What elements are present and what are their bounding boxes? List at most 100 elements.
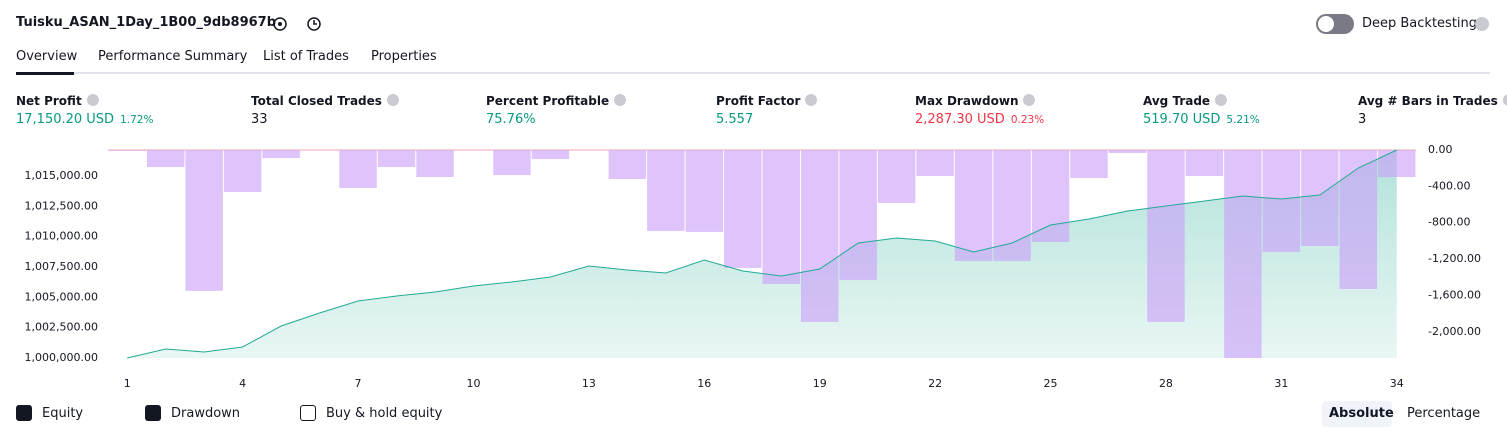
metric-value: 3 [1358, 112, 1366, 127]
active-button-bg [1322, 401, 1392, 427]
metric-label-text: Percent Profitable [486, 94, 610, 108]
drawdown-bar [877, 150, 916, 203]
help-icon[interactable] [1475, 17, 1489, 31]
header-icons[interactable] [272, 15, 332, 33]
y2-tick-label: -2,000.00 [1428, 325, 1481, 338]
drawdown-bar [146, 150, 185, 168]
tab[interactable]: Overview [16, 49, 78, 64]
y-tick-label: 1,002,500.00 [25, 321, 98, 334]
metric-value-text: 2,287.30 USD [915, 112, 1005, 127]
drawdown-bar [954, 150, 993, 261]
metric-label-text: Total Closed Trades [251, 94, 382, 108]
checkbox[interactable] [145, 405, 161, 421]
view-button[interactable]: Absolute [1329, 406, 1394, 421]
info-icon [1502, 94, 1507, 106]
legend-label: Drawdown [171, 406, 241, 421]
drawdown-bar [1147, 150, 1185, 322]
drawdown-bar [1108, 150, 1147, 154]
toggle-label: Deep Backtesting [1362, 16, 1478, 31]
metric-label: Net Profit [16, 94, 99, 108]
info-icon [614, 94, 627, 106]
metric-value-text: 33 [251, 112, 268, 127]
checkbox[interactable] [16, 405, 32, 421]
x-tick-label: 34 [1390, 377, 1404, 390]
metric-label: Total Closed Trades [251, 94, 399, 108]
metric-value: 75.76% [486, 112, 536, 127]
view-button[interactable]: Percentage [1407, 406, 1481, 421]
tab[interactable]: Performance Summary [98, 49, 248, 64]
tab-underline [16, 72, 74, 75]
metric-value: 2,287.30 USD 0.23% [915, 112, 1044, 127]
chart: 1,000,000.00 1,002,500.00 1,005,000.00 1,00… [25, 143, 1481, 390]
y-tick-label: 1,015,000.00 [25, 169, 98, 182]
metric-value-text: 3 [1358, 112, 1367, 127]
drawdown-bar [416, 150, 454, 178]
info-icon [1023, 94, 1036, 106]
drawdown-bar [108, 150, 146, 151]
x-tick-label: 19 [813, 377, 827, 390]
drawdown-bar [1031, 150, 1070, 242]
y2-tick-label: -1,200.00 [1428, 252, 1481, 265]
x-tick-label: 31 [1274, 377, 1288, 390]
drawdown-bar [531, 150, 570, 160]
y-tick-label: 1,012,500.00 [25, 199, 98, 212]
metric-value-text: 5.557 [716, 112, 754, 127]
metric-extra: 0.23% [1010, 114, 1045, 126]
metric-label: Percent Profitable [486, 94, 627, 108]
y-tick-label: 1,005,000.00 [25, 290, 98, 303]
x-tick-label: 7 [355, 377, 362, 390]
x-tick-label: 25 [1044, 377, 1058, 390]
drawdown-bar [223, 150, 262, 193]
drawdown-bar [800, 150, 839, 322]
metric-label: Avg Trade [1143, 94, 1228, 108]
checkbox[interactable] [300, 405, 316, 421]
info-icon [1215, 94, 1228, 106]
metric-label: Profit Factor [716, 94, 818, 108]
tab[interactable]: List of Trades [263, 49, 349, 64]
metric-extra: 5.21% [1226, 114, 1260, 126]
x-tick-label: 16 [697, 377, 711, 390]
metric-label: Avg # Bars in Trades [1358, 94, 1507, 108]
drawdown-bar [377, 150, 416, 168]
x-tick-label: 4 [239, 377, 246, 390]
tab[interactable]: Properties [371, 49, 437, 64]
drawdown-bar [1301, 150, 1339, 246]
drawdown-bar [185, 150, 223, 291]
metric-label-text: Profit Factor [716, 94, 801, 108]
drawdown-bar [1262, 150, 1301, 252]
x-tick-label: 10 [466, 377, 480, 390]
strategy-title: Tuisku_ASAN_1Day_1B00_9db8967b [16, 15, 277, 30]
metric-label-text: Avg # Bars in Trades [1358, 94, 1498, 108]
drawdown-bar [1224, 150, 1262, 358]
drawdown-bar [1378, 150, 1416, 178]
y-tick-label: 1,000,000.00 [25, 351, 98, 364]
drawdown-bar [1339, 150, 1378, 289]
drawdown-bar [570, 150, 608, 151]
equity-line [127, 149, 1398, 359]
drawdown-bar [300, 150, 339, 151]
toggle[interactable] [1316, 14, 1354, 34]
drawdown-bar [647, 150, 685, 231]
drawdown-bar [339, 150, 377, 189]
metric-label-text: Max Drawdown [915, 94, 1019, 108]
metric-label: Max Drawdown [915, 94, 1036, 108]
drawdown-bar [1185, 150, 1224, 177]
x-tick-label: 1 [124, 377, 131, 390]
metric-value: 5.557 [716, 112, 753, 127]
metric-value-text: 519.70 USD [1143, 112, 1221, 127]
metric-value: 33 [251, 112, 268, 127]
drawdown-bar [762, 150, 800, 284]
info-icon [805, 94, 818, 106]
x-tick-label: 13 [582, 377, 596, 390]
y2-tick-label: -800.00 [1428, 216, 1470, 229]
drawdown-bar [608, 150, 647, 180]
metric-value: 519.70 USD 5.21% [1143, 112, 1260, 127]
drawdown-bar [839, 150, 877, 280]
metric-extra: 1.72% [120, 114, 154, 126]
x-tick-label: 28 [1159, 377, 1173, 390]
metric-value-text: 17,150.20 USD [16, 112, 115, 127]
info-icon [86, 94, 99, 106]
y2-tick-label: -1,600.00 [1428, 288, 1481, 301]
drawdown-bar [993, 150, 1031, 261]
